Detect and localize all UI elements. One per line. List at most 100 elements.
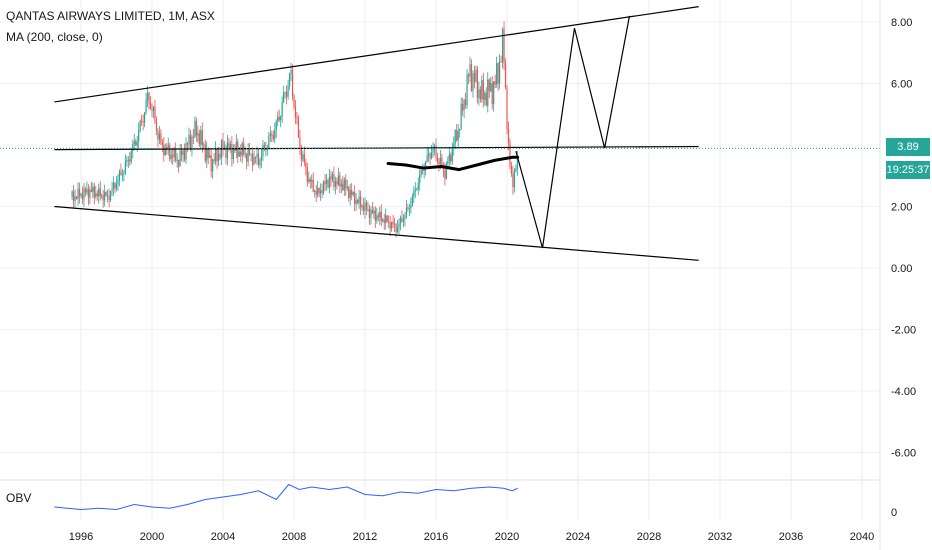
candle-body [290,70,292,74]
candle-body [451,148,453,162]
candle-body [423,170,425,172]
candle-body [457,130,459,141]
candle-body [281,102,283,117]
candle-body [250,153,252,155]
candle-body [470,64,473,91]
candle-body [75,196,78,200]
candle-body [490,83,492,92]
candle-body [373,210,375,214]
candle-body [151,109,153,111]
candle-body [280,116,282,121]
candle-body [368,209,371,218]
candle-body [438,160,440,165]
candle-body [367,209,369,211]
candle-body [254,157,257,159]
last-price-badge: 3.89 [886,138,930,156]
candle-body [376,215,378,221]
candle-body [478,89,480,99]
candle-body [464,99,467,106]
candle-body [105,192,107,197]
candle-body [510,165,513,174]
candle-body [459,128,461,131]
candle-body [385,215,387,223]
candle-body [396,227,399,233]
candle-body [145,99,147,113]
candle-body [144,112,146,123]
time-axis-tick: 2028 [637,531,661,543]
candle-body [146,92,149,100]
candle-body [130,151,132,162]
candle-body [349,189,351,198]
candle-body [512,173,514,188]
candle-body [500,61,502,63]
candle-body [393,224,396,226]
candle-body [328,176,331,188]
candle-body [293,95,295,108]
candle-body [377,215,379,218]
candle-body [450,154,452,162]
candle-body [154,107,156,122]
ma-200-line [386,155,520,172]
candle-body [463,99,465,111]
candle-body [257,153,260,165]
candle-body [336,181,338,185]
candle-body [198,133,200,145]
time-axis-tick: 2024 [566,531,590,543]
candle-body [330,176,332,180]
candle-body [263,144,266,150]
ma-indicator-label[interactable]: MA (200, close, 0) [6,30,103,44]
candle-body [195,120,197,136]
candle-body [340,183,342,187]
trend-lines[interactable] [54,6,699,261]
candle-body [435,145,437,158]
candle-body [513,171,515,188]
candle-body [475,69,477,82]
candle-body [460,104,462,129]
candle-body [325,179,328,185]
candle-body [401,217,403,222]
candle-body [425,161,427,171]
candle-body [454,130,456,144]
candle-body [493,81,495,105]
candle-body [136,141,138,146]
candle-body [266,148,268,150]
candle-body [305,162,307,168]
candle-body [268,136,270,149]
candle-body [286,91,288,97]
candle-body [90,189,92,192]
time-axis-tick: 2036 [779,531,803,543]
symbol-title[interactable]: QANTAS AIRWAYS LIMITED, 1M, ASX [6,9,215,23]
candle-body [71,191,73,198]
price-axis[interactable]: 8.006.004.002.000.00-2.00-4.00-6.00 [891,17,916,460]
candle-body [303,154,305,163]
time-axis[interactable]: 1996 2000 2004 2008 2012 2016 2020 2024 2028 2032… [69,531,874,543]
candle-body [315,190,317,195]
candle-body [404,215,406,219]
candle-body [234,148,236,151]
time-axis-tick: 2000 [140,531,164,543]
candle-body [321,190,323,194]
candle-body [231,143,233,160]
candle-body [402,218,405,222]
candle-body [509,142,511,166]
candle-body [256,153,258,158]
time-axis-tick: 2004 [211,531,235,543]
bar-countdown-badge: 19:25:37 [886,161,930,179]
candle-body [232,148,234,160]
candle-body [120,170,122,176]
candle-body [102,195,104,201]
candle-body [185,143,187,160]
obv-indicator-label[interactable]: OBV [6,491,32,505]
candle-body [379,211,381,218]
candle-body [83,188,85,200]
candle-body [213,159,215,162]
candle-body [287,85,289,97]
candle-body [395,224,397,233]
candle-body [433,145,436,148]
candle-body [419,174,421,183]
candle-body [410,205,412,209]
candle-body [241,143,243,156]
candle-body [374,210,376,221]
candle-body [302,154,304,160]
